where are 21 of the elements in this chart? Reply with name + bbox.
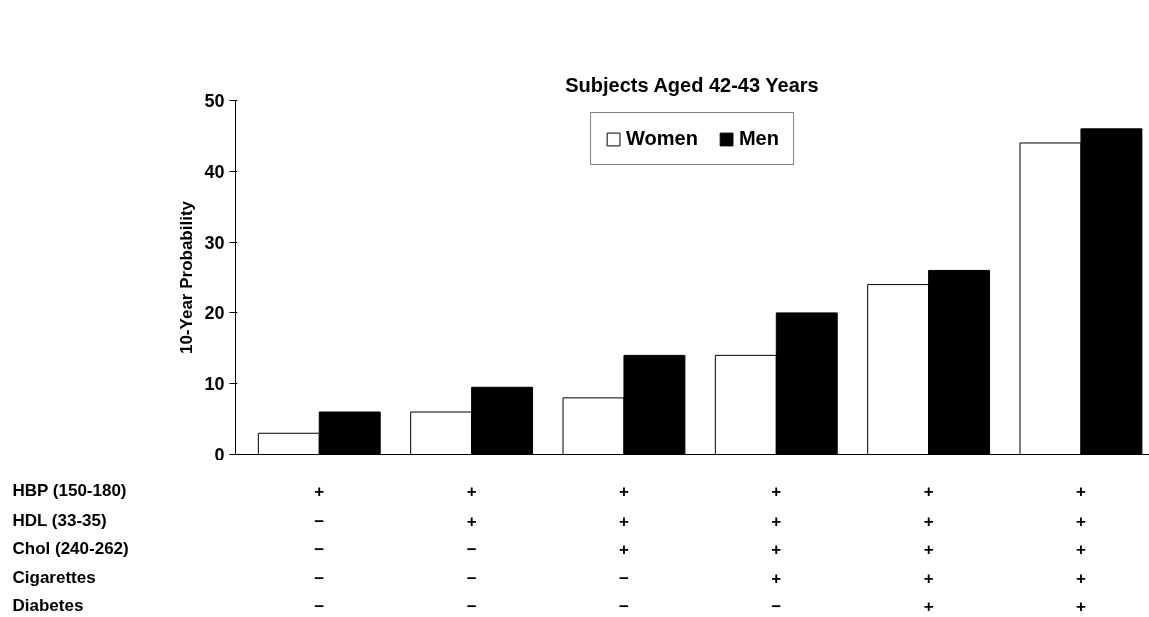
text: HDL (33-35) [12, 511, 107, 530]
text: HBP (150-180) [12, 481, 127, 500]
y-tick-label: 40 [204, 161, 225, 182]
chart-title: Subjects Aged 42-43 Years [565, 73, 819, 96]
y-tick-label: 0 [214, 444, 225, 465]
x-tick-label: + − − − − [314, 481, 325, 616]
x-tick-label: + + + + + [923, 481, 934, 616]
x-tick-label: + + + + − [771, 481, 782, 616]
legend-label: Women [626, 127, 698, 150]
text: Chol (240-262) [12, 539, 129, 558]
legend-label: Men [738, 127, 779, 150]
x-tick-label: + + + + + [1075, 481, 1086, 616]
text: Cigarettes [12, 568, 96, 587]
y-axis-title: 10-Year Probability [177, 200, 197, 355]
x-tick-label: + + − − − [466, 481, 477, 616]
y-tick-label: 10 [204, 374, 225, 395]
y-tick-label: 50 [204, 91, 225, 111]
y-tick-label: 30 [204, 232, 225, 253]
y-tick-label: 20 [204, 303, 225, 324]
text: Diabetes [12, 596, 84, 615]
x-tick-label: + + + − − [618, 481, 629, 616]
